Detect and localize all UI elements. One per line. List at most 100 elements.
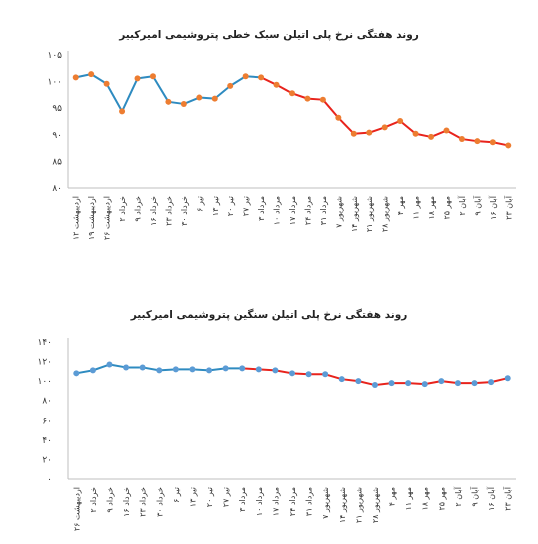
x-tick-label: ۲۳ خرداد bbox=[139, 487, 148, 517]
data-point bbox=[355, 378, 362, 385]
y-tick-label: ۹۵ bbox=[52, 104, 62, 114]
data-point bbox=[106, 361, 113, 368]
x-tick-label: ۷ شهریور bbox=[334, 196, 343, 228]
data-point bbox=[189, 366, 196, 373]
data-point bbox=[149, 73, 156, 80]
x-tick-label: ۱۳ تیر bbox=[211, 196, 220, 216]
data-point bbox=[103, 80, 110, 87]
x-tick-label: ۲ خرداد bbox=[89, 487, 98, 513]
x-tick-label: ۱۰ مرداد bbox=[273, 196, 282, 225]
x-tick-label: ۴ مهر bbox=[388, 487, 397, 506]
series-line-segment bbox=[337, 116, 355, 135]
data-point bbox=[350, 130, 357, 137]
x-tick-label: ۶ تیر bbox=[195, 196, 204, 212]
data-point bbox=[335, 114, 342, 121]
x-tick-label: ۹ آبان bbox=[472, 195, 482, 215]
data-point bbox=[165, 98, 172, 105]
x-tick-label: ۱۴ شهریور bbox=[338, 487, 347, 523]
series-line-segment bbox=[90, 73, 108, 85]
x-tick-label: ۲۳ خرداد bbox=[164, 196, 173, 226]
x-tick-label: ۲۷ تیر bbox=[222, 487, 231, 507]
y-tick-label: ۱۰۰ bbox=[47, 78, 62, 88]
series-line-segment bbox=[229, 75, 247, 87]
x-tick-label: ۱۴ شهریور bbox=[350, 196, 359, 232]
x-tick-label: ۱۷ مرداد bbox=[271, 487, 280, 516]
x-tick-label: ۴ مهر bbox=[396, 196, 405, 215]
x-tick-label: ۱۶ خرداد bbox=[122, 487, 131, 517]
data-point bbox=[222, 365, 229, 372]
x-tick-label: ۹ آبان bbox=[470, 486, 480, 506]
data-point bbox=[239, 365, 246, 372]
x-tick-label: ۱۰ مرداد bbox=[255, 487, 264, 516]
x-tick-label: ۲ آبان bbox=[457, 195, 467, 215]
data-point bbox=[72, 74, 79, 81]
series-line-segment bbox=[321, 98, 340, 119]
series-line-segment bbox=[213, 84, 232, 100]
series-line-segment bbox=[399, 119, 417, 135]
y-tick-label: ۰ bbox=[47, 475, 52, 485]
x-tick-label: ۱۱ مهر bbox=[404, 487, 413, 511]
data-point bbox=[196, 94, 203, 101]
y-tick-label: ۱۰۰ bbox=[37, 377, 52, 387]
x-tick-label: ۳ مرداد bbox=[257, 196, 266, 221]
data-point bbox=[180, 100, 187, 107]
chart-hdpe: روند هفتگی نرخ پلی اتیلن سنگین پتروشیمی … bbox=[37, 308, 516, 531]
data-point bbox=[322, 371, 329, 378]
data-point bbox=[443, 127, 450, 134]
data-point bbox=[119, 108, 126, 115]
y-tick-label: ۸۰ bbox=[52, 184, 62, 194]
x-tick-label: ۲۱ شهریور bbox=[365, 196, 374, 232]
data-point bbox=[428, 133, 435, 140]
x-tick-label: ۲۶ اردیبهشت bbox=[72, 487, 81, 531]
x-tick-label: ۲۵ مهر bbox=[442, 196, 451, 220]
data-point bbox=[488, 379, 495, 386]
data-point bbox=[206, 367, 213, 374]
x-tick-label: ۷ شهریور bbox=[321, 487, 330, 519]
series-line-segment bbox=[105, 82, 124, 113]
x-tick-label: ۱۷ مرداد bbox=[288, 196, 297, 225]
data-point bbox=[489, 139, 496, 146]
data-point bbox=[397, 117, 404, 124]
x-tick-label: ۱۳ تیر bbox=[188, 487, 197, 507]
x-tick-label: ۲۳ آبان bbox=[503, 195, 513, 220]
x-tick-label: ۲۸ شهریور bbox=[381, 196, 390, 232]
data-point bbox=[474, 138, 481, 145]
x-tick-label: ۱۱ مهر bbox=[412, 196, 421, 220]
data-point bbox=[366, 129, 373, 136]
data-point bbox=[242, 73, 249, 80]
x-tick-label: ۱۲ اردیبهشت bbox=[72, 196, 81, 240]
data-point bbox=[89, 367, 96, 374]
chart-title: روند هفتگی نرخ پلی اتیلن سنگین پتروشیمی … bbox=[130, 308, 408, 321]
data-point bbox=[273, 81, 280, 88]
data-point bbox=[255, 366, 262, 373]
data-point bbox=[272, 367, 279, 374]
data-point bbox=[421, 381, 428, 388]
data-point bbox=[458, 136, 465, 143]
data-point bbox=[305, 371, 312, 378]
x-tick-label: ۱۶ آبان bbox=[486, 486, 496, 511]
x-tick-label: ۲ آبان bbox=[453, 486, 463, 506]
x-tick-label: ۲۴ مرداد bbox=[288, 487, 297, 516]
data-point bbox=[505, 142, 512, 149]
data-point bbox=[289, 370, 295, 377]
data-point bbox=[172, 366, 179, 373]
y-tick-label: ۲۰ bbox=[42, 455, 52, 465]
x-tick-label: ۱۶ آبان bbox=[488, 195, 498, 220]
data-point bbox=[381, 124, 388, 131]
x-tick-label: ۲۰ تیر bbox=[226, 196, 235, 216]
x-tick-label: ۲۳ آبان bbox=[503, 486, 513, 511]
x-tick-label: ۲۰ تیر bbox=[205, 487, 214, 507]
y-tick-label: ۹۰ bbox=[52, 131, 62, 141]
x-tick-label: ۱۸ مهر bbox=[421, 487, 430, 511]
x-tick-label: ۳ مرداد bbox=[238, 487, 247, 512]
data-point bbox=[289, 90, 295, 97]
chart-lldpe: روند هفتگی نرخ پلی اتیلن سبک خطی پتروشیم… bbox=[47, 28, 516, 240]
series-line-segment bbox=[121, 77, 139, 113]
data-point bbox=[471, 380, 478, 387]
data-point bbox=[371, 382, 378, 389]
data-point bbox=[134, 75, 141, 82]
data-point bbox=[319, 96, 326, 103]
x-tick-label: ۲۴ مرداد bbox=[303, 196, 312, 225]
x-tick-label: ۲۵ مهر bbox=[437, 487, 446, 511]
